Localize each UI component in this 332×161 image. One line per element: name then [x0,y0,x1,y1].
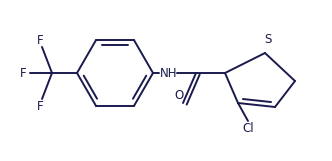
Text: O: O [174,89,184,101]
Text: Cl: Cl [242,123,254,136]
Text: S: S [264,33,272,46]
Text: NH: NH [160,66,178,80]
Text: F: F [37,99,43,113]
Text: F: F [37,33,43,47]
Text: F: F [20,66,26,80]
